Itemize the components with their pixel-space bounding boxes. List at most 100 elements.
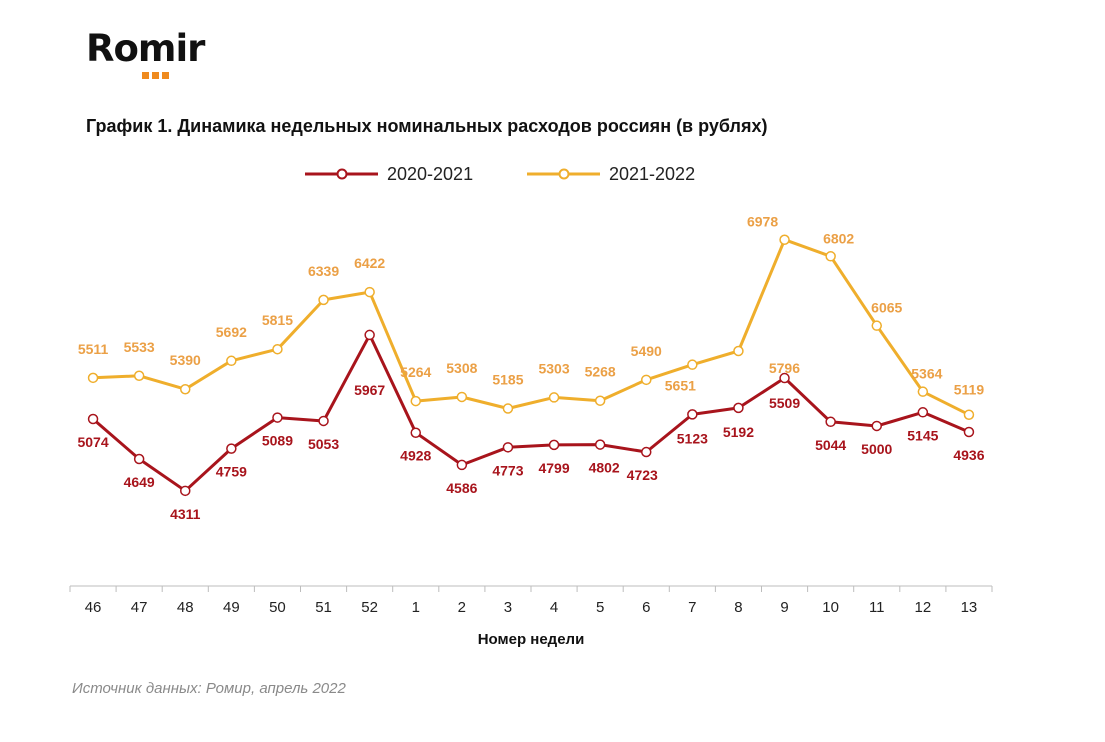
data-label: 5490 — [631, 343, 662, 359]
x-tick-label: 48 — [177, 599, 194, 616]
x-tick-label: 10 — [822, 599, 839, 616]
data-point — [503, 443, 512, 452]
x-tick-label: 49 — [223, 599, 240, 616]
data-label: 5692 — [216, 324, 247, 340]
x-tick-label: 8 — [734, 599, 742, 616]
data-point — [227, 444, 236, 453]
data-label: 5089 — [262, 433, 293, 449]
data-label: 5123 — [677, 430, 708, 446]
source-note: Источник данных: Ромир, апрель 2022 — [72, 680, 346, 697]
x-tick-label: 5 — [596, 599, 604, 616]
x-tick-label: 4 — [550, 599, 558, 616]
data-point — [688, 360, 697, 369]
data-point — [273, 413, 282, 422]
data-label: 5000 — [861, 441, 892, 457]
x-tick-label: 51 — [315, 599, 332, 616]
data-point — [734, 347, 743, 356]
data-label: 4311 — [170, 506, 201, 522]
data-point — [550, 393, 559, 402]
data-label: 6422 — [354, 255, 385, 271]
data-label: 5509 — [769, 395, 800, 411]
data-label: 5511 — [78, 341, 109, 357]
x-tick-label: 2 — [458, 599, 466, 616]
data-point — [181, 385, 190, 394]
data-label: 5308 — [446, 360, 477, 376]
data-point — [365, 330, 374, 339]
x-tick-label: 46 — [85, 599, 102, 616]
x-tick-label: 47 — [131, 599, 148, 616]
data-label: 5264 — [400, 364, 431, 380]
data-point — [550, 440, 559, 449]
data-point — [596, 396, 605, 405]
data-point — [503, 404, 512, 413]
x-axis-title: Номер недели — [478, 631, 585, 648]
data-label: 5533 — [124, 339, 155, 355]
data-point — [457, 460, 466, 469]
data-label: 6802 — [823, 230, 854, 246]
data-label: 5651 — [665, 378, 696, 394]
data-point — [642, 375, 651, 384]
data-point — [319, 295, 328, 304]
data-label: 5364 — [911, 366, 942, 382]
legend-label-2021-2022: 2021-2022 — [609, 164, 695, 184]
data-label: 5967 — [354, 382, 385, 398]
data-point — [365, 288, 374, 297]
data-point — [135, 454, 144, 463]
data-point — [596, 440, 605, 449]
x-tick-label: 11 — [869, 599, 885, 616]
data-point — [411, 428, 420, 437]
data-point — [135, 371, 144, 380]
x-tick-label: 1 — [412, 599, 420, 616]
x-tick-label: 6 — [642, 599, 650, 616]
legend-marker-2021-2022 — [560, 170, 569, 179]
data-label: 5796 — [769, 360, 800, 376]
line-chart: 2020-2021 2021-202246 47 48 49 50 51 52 1 2 3 4 5 6 7 8… — [0, 0, 1105, 742]
data-label: 5390 — [170, 352, 201, 368]
data-label: 5815 — [262, 312, 293, 328]
data-point — [826, 417, 835, 426]
data-label: 5044 — [815, 437, 846, 453]
data-point — [826, 252, 835, 261]
x-tick-label: 9 — [780, 599, 788, 616]
data-point — [964, 427, 973, 436]
data-label: 4802 — [589, 460, 620, 476]
x-tick-label: 50 — [269, 599, 286, 616]
data-point — [457, 392, 466, 401]
data-label: 4759 — [216, 464, 247, 480]
data-label: 5053 — [308, 436, 339, 452]
data-point — [872, 321, 881, 330]
data-point — [273, 345, 282, 354]
data-point — [319, 416, 328, 425]
x-tick-label: 52 — [361, 599, 378, 616]
data-point — [964, 410, 973, 419]
data-label: 6339 — [308, 263, 339, 279]
data-point — [89, 414, 98, 423]
data-label: 4799 — [538, 460, 569, 476]
data-point — [89, 373, 98, 382]
legend-marker-2020-2021 — [338, 170, 347, 179]
data-label: 5268 — [585, 364, 616, 380]
x-tick-label: 13 — [961, 599, 978, 616]
data-label: 4586 — [446, 480, 477, 496]
x-tick-label: 7 — [688, 599, 696, 616]
data-label: 6065 — [871, 300, 902, 316]
data-label: 5185 — [492, 372, 523, 388]
legend-label-2020-2021: 2020-2021 — [387, 164, 473, 184]
x-tick-label: 12 — [915, 599, 932, 616]
data-point — [411, 397, 420, 406]
data-label: 4723 — [627, 467, 658, 483]
data-label: 4649 — [124, 474, 155, 490]
data-point — [918, 387, 927, 396]
data-label: 5303 — [538, 360, 569, 376]
data-point — [872, 421, 881, 430]
x-tick-label: 3 — [504, 599, 512, 616]
data-label: 4773 — [492, 462, 523, 478]
data-label: 4928 — [400, 448, 431, 464]
data-point — [918, 408, 927, 417]
data-point — [227, 356, 236, 365]
data-label: 5192 — [723, 424, 754, 440]
data-point — [642, 448, 651, 457]
data-label: 5145 — [907, 427, 938, 443]
data-point — [181, 486, 190, 495]
data-label: 5119 — [954, 382, 985, 398]
